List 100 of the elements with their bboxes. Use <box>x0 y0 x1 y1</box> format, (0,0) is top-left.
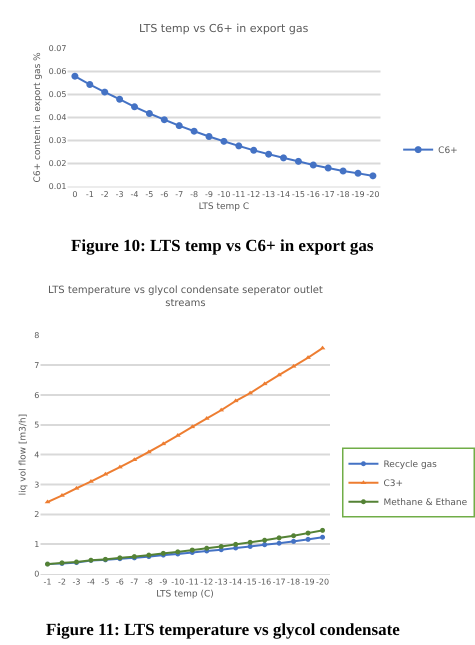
point <box>146 110 153 117</box>
legend-label: Recycle gas <box>383 460 438 470</box>
point <box>190 128 198 135</box>
x-tick-label: -16 <box>258 578 272 587</box>
x-tick-label: -19 <box>351 190 365 200</box>
point <box>276 540 282 546</box>
point <box>291 538 296 544</box>
x-tick-label: -11 <box>232 190 246 200</box>
legend-label: Methane & Ethane <box>383 498 468 508</box>
x-tick-label: -18 <box>287 578 300 587</box>
x-tick-label: -7 <box>130 578 138 587</box>
point <box>86 80 94 88</box>
y-tick-label: 0.07 <box>48 44 66 54</box>
y-tick-label: 5 <box>34 420 40 430</box>
point <box>218 544 224 549</box>
point <box>101 88 108 96</box>
y-tick-label: 0.04 <box>48 113 66 122</box>
x-tick-label: -2 <box>100 190 109 200</box>
x-tick-label: -13 <box>214 578 228 587</box>
x-tick-label: -2 <box>58 578 66 587</box>
x-tick-label: -17 <box>322 190 335 200</box>
x-tick-label: -1 <box>86 190 94 200</box>
point <box>306 536 311 542</box>
point <box>131 103 138 110</box>
y-tick-label: 7 <box>34 360 40 370</box>
point <box>248 540 253 545</box>
point <box>265 150 272 158</box>
point <box>262 542 268 548</box>
point <box>369 172 376 180</box>
point <box>235 142 242 150</box>
x-tick-label: -13 <box>262 190 276 200</box>
y-tick-label: 2 <box>34 510 40 520</box>
point <box>354 170 362 177</box>
point <box>220 138 228 145</box>
x-tick-label: -17 <box>272 578 286 587</box>
x-tick-label: -12 <box>247 190 260 200</box>
x-tick-label: -6 <box>116 578 124 587</box>
x-tick-label: -4 <box>86 578 95 587</box>
y-tick-label: 6 <box>34 390 40 400</box>
x-tick-label: -1 <box>44 578 52 587</box>
y-axis-title: C6+ content in export gas % <box>32 52 43 182</box>
point <box>276 535 282 540</box>
y-axis-title: liq vol flow [m3/h] <box>18 414 29 496</box>
y-tick-label: 0.03 <box>48 136 66 146</box>
y-tick-label: 0 <box>34 570 40 579</box>
x-tick-label: -19 <box>302 578 315 587</box>
point <box>291 533 296 538</box>
chart-title: LTS temp vs C6+ in export gas <box>139 22 309 35</box>
x-tick-label: -3 <box>116 190 124 200</box>
point <box>206 132 213 140</box>
y-tick-label: 8 <box>34 331 40 340</box>
point <box>262 538 268 543</box>
point <box>233 542 238 547</box>
point <box>310 162 317 169</box>
point <box>280 154 288 162</box>
y-tick-label: 0.05 <box>48 90 66 100</box>
x-tick-label: -5 <box>101 578 110 587</box>
point <box>71 72 78 80</box>
x-tick-label: -3 <box>72 578 80 587</box>
y-tick-label: 0.06 <box>48 67 66 76</box>
x-tick-label: -15 <box>244 578 257 587</box>
y-tick-label: 4 <box>34 450 40 460</box>
x-tick-label: -16 <box>306 190 320 200</box>
x-tick-label: -14 <box>276 190 290 200</box>
point <box>116 96 124 103</box>
x-tick-label: -7 <box>175 190 184 200</box>
x-tick-label: -10 <box>217 190 230 200</box>
point <box>250 146 258 154</box>
x-tick-label: -18 <box>336 190 350 200</box>
legend-label: C3+ <box>383 479 404 490</box>
x-tick-label: -4 <box>130 190 138 200</box>
x-tick-label: -8 <box>144 578 153 587</box>
x-tick-label: -12 <box>200 578 214 587</box>
x-axis-title: LTS temp (C) <box>156 589 214 600</box>
x-tick-label: -11 <box>186 578 199 587</box>
x-tick-label: -6 <box>160 190 168 200</box>
point <box>320 528 326 533</box>
x-tick-label: -9 <box>159 578 168 587</box>
x-axis-title: LTS temp C <box>198 202 250 212</box>
point <box>160 116 168 124</box>
x-tick-label: 0 <box>72 190 78 200</box>
chart-title: LTS temperature vs glycol condensate seperator outlet streams <box>48 285 323 309</box>
point <box>306 530 311 536</box>
x-tick-label: -5 <box>145 190 154 200</box>
caption: Figure 10: LTS temp vs C6+ in export gas <box>71 236 374 255</box>
x-tick-label: -9 <box>205 190 213 200</box>
y-tick-label: 0.02 <box>48 159 66 168</box>
x-tick-label: -10 <box>171 578 184 587</box>
x-tick-label: -14 <box>229 578 242 587</box>
y-tick-label: 3 <box>34 480 40 490</box>
x-tick-label: -20 <box>316 578 330 587</box>
x-tick-label: -15 <box>292 190 305 200</box>
point <box>294 158 302 165</box>
caption: Figure 11: LTS temperature vs glycol condensate <box>46 620 400 639</box>
point <box>340 168 347 174</box>
point <box>320 534 326 540</box>
point <box>204 546 210 551</box>
x-tick-label: -20 <box>366 190 380 200</box>
y-tick-label: 0.01 <box>48 182 66 192</box>
x-tick-label: -8 <box>190 190 198 200</box>
